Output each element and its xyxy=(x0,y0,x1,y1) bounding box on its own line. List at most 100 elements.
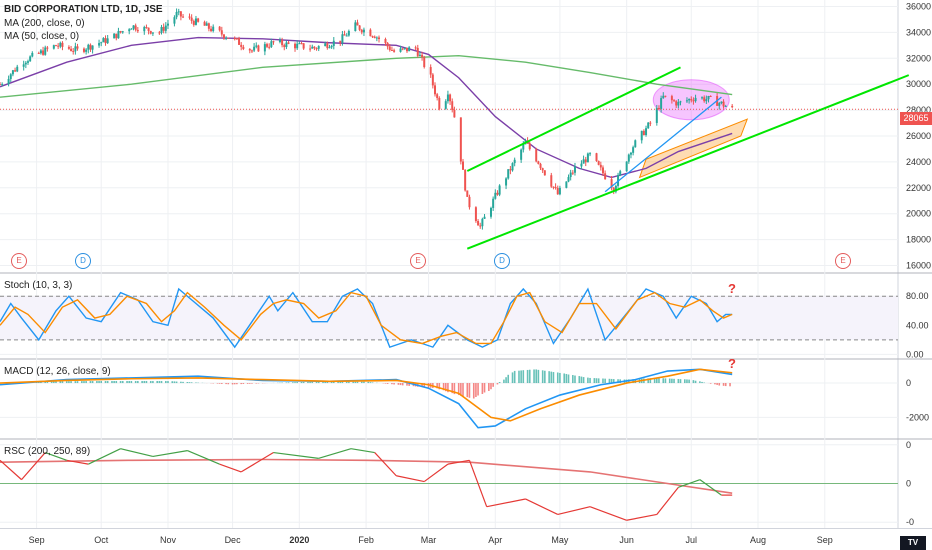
macd-histogram-bar xyxy=(218,383,221,384)
candle-body xyxy=(61,42,64,47)
macd-histogram-bar xyxy=(664,378,667,384)
candle-body xyxy=(492,198,495,208)
macd-histogram-bar xyxy=(451,383,454,394)
candle-body xyxy=(205,23,208,26)
macd-histogram-bar xyxy=(285,382,288,384)
macd-histogram-bar xyxy=(729,383,731,387)
macd-histogram-bar xyxy=(393,383,395,385)
candle-body xyxy=(369,29,372,37)
macd-histogram-bar xyxy=(498,382,501,384)
candle-body xyxy=(640,130,643,141)
macd-histogram-bar xyxy=(251,383,253,384)
candle-body xyxy=(326,43,329,48)
candle-body xyxy=(507,169,510,179)
macd-histogram-bar xyxy=(548,371,550,384)
rsc-ma-line xyxy=(0,458,733,494)
candle-body xyxy=(436,94,439,98)
macd-histogram-bar xyxy=(505,377,507,384)
macd-histogram-bar xyxy=(436,383,438,389)
candle-body xyxy=(89,44,92,50)
candle-body xyxy=(250,50,253,52)
macd-histogram-bar xyxy=(89,381,92,384)
candle-body xyxy=(106,38,109,44)
candle-body xyxy=(595,153,598,162)
macd-histogram-bar xyxy=(46,381,49,384)
macd-histogram-bar xyxy=(111,380,113,384)
candle-body xyxy=(311,46,314,49)
macd-histogram-bar xyxy=(444,383,447,392)
chart-title: BID CORPORATION LTD, 1D, JSE xyxy=(4,4,163,15)
candle-body xyxy=(589,153,592,155)
candle-body xyxy=(117,31,120,39)
candle-body xyxy=(416,47,419,56)
channel-upper-line xyxy=(466,66,681,172)
candle-body xyxy=(149,30,152,34)
candle-body xyxy=(386,42,389,47)
macd-histogram-bar xyxy=(401,383,404,386)
macd-histogram-bar xyxy=(612,379,615,384)
macd-histogram-bar xyxy=(460,383,462,396)
y-tick-label: 16000 xyxy=(906,261,931,271)
earnings-marker[interactable]: E xyxy=(11,253,27,269)
candle-body xyxy=(423,57,426,68)
candle-body xyxy=(629,152,632,155)
trend-line xyxy=(604,96,722,193)
macd-histogram-bar xyxy=(496,383,499,385)
macd-histogram-bar xyxy=(341,381,344,384)
candle-body xyxy=(52,45,55,49)
candle-body xyxy=(703,97,706,102)
macd-histogram-bar xyxy=(610,378,613,384)
candle-body xyxy=(268,46,271,48)
dividend-marker[interactable]: D xyxy=(75,253,91,269)
candle-body xyxy=(543,170,546,176)
macd-histogram-bar xyxy=(535,369,538,384)
candle-body xyxy=(37,52,40,54)
macd-histogram-bar xyxy=(91,381,94,384)
candle-body xyxy=(164,25,167,31)
candle-body xyxy=(451,101,454,110)
y-tick-label: 18000 xyxy=(906,235,931,245)
rsc-line-segment xyxy=(0,459,22,481)
macd-histogram-bar xyxy=(180,381,182,384)
x-tick-label: Jul xyxy=(686,535,698,545)
macd-line xyxy=(0,368,733,429)
candle-body xyxy=(701,97,704,99)
macd-histogram-bar xyxy=(513,370,516,384)
macd-histogram-bar xyxy=(604,378,606,384)
macd-histogram-bar xyxy=(617,379,619,384)
macd-histogram-bar xyxy=(580,376,583,384)
candle-body xyxy=(59,42,62,47)
candle-body xyxy=(619,171,622,175)
y-tick-label: 0 xyxy=(906,479,911,489)
candle-body xyxy=(731,105,734,108)
rsc-line-segment xyxy=(187,450,220,465)
candle-body xyxy=(238,38,241,45)
stoch-question-mark: ? xyxy=(728,281,736,296)
y-tick-label: 24000 xyxy=(906,157,931,167)
candle-body xyxy=(565,181,568,188)
dividend-marker[interactable]: D xyxy=(494,253,510,269)
candle-body xyxy=(580,163,583,167)
earnings-marker[interactable]: E xyxy=(410,253,426,269)
macd-histogram-bar xyxy=(718,383,721,386)
macd-histogram-bar xyxy=(143,380,146,384)
candle-body xyxy=(384,39,387,43)
ma50-legend: MA (50, close, 0) xyxy=(4,31,80,42)
candle-body xyxy=(408,47,411,52)
macd-histogram-bar xyxy=(356,381,359,384)
macd-histogram-bar xyxy=(709,383,712,384)
y-tick-label: 0 xyxy=(906,378,911,388)
earnings-marker[interactable]: E xyxy=(835,253,851,269)
candle-body xyxy=(294,43,297,49)
candle-body xyxy=(143,27,146,32)
candle-body xyxy=(429,67,432,75)
candle-body xyxy=(91,45,94,50)
macd-histogram-bar xyxy=(574,375,576,384)
candle-body xyxy=(539,163,542,169)
candle-body xyxy=(675,101,678,106)
candle-body xyxy=(343,34,346,36)
macd-histogram-bar xyxy=(156,380,159,384)
macd-histogram-bar xyxy=(694,380,697,384)
candle-body xyxy=(151,32,154,34)
candle-body xyxy=(399,48,402,52)
